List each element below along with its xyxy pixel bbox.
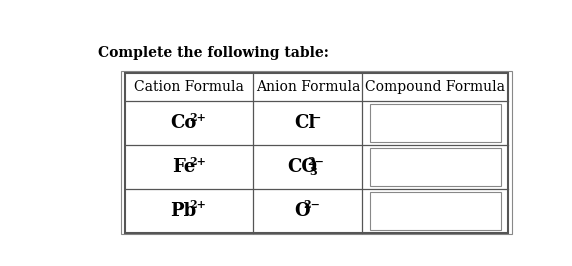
Text: Compound Formula: Compound Formula [366,80,505,94]
Text: −: − [312,111,321,123]
Text: Cl: Cl [295,114,316,132]
Text: Fe: Fe [172,158,195,176]
Text: Complete the following table:: Complete the following table: [98,46,329,60]
Bar [370,104,501,142]
Bar [370,192,501,230]
Text: O: O [295,202,310,220]
Text: 2+: 2+ [189,156,206,167]
Text: 2−: 2− [308,156,325,167]
Bar [370,148,501,186]
Text: Cation Formula: Cation Formula [134,80,244,94]
Bar [125,73,508,233]
Text: 2+: 2+ [189,111,206,123]
Text: Pb: Pb [170,202,197,220]
Text: Anion Formula: Anion Formula [256,80,360,94]
Bar [121,71,512,234]
Text: CO: CO [288,158,317,176]
Text: Co: Co [170,114,197,132]
Text: 2−: 2− [304,200,320,210]
Text: 3: 3 [309,166,317,177]
Text: 2+: 2+ [189,200,206,210]
